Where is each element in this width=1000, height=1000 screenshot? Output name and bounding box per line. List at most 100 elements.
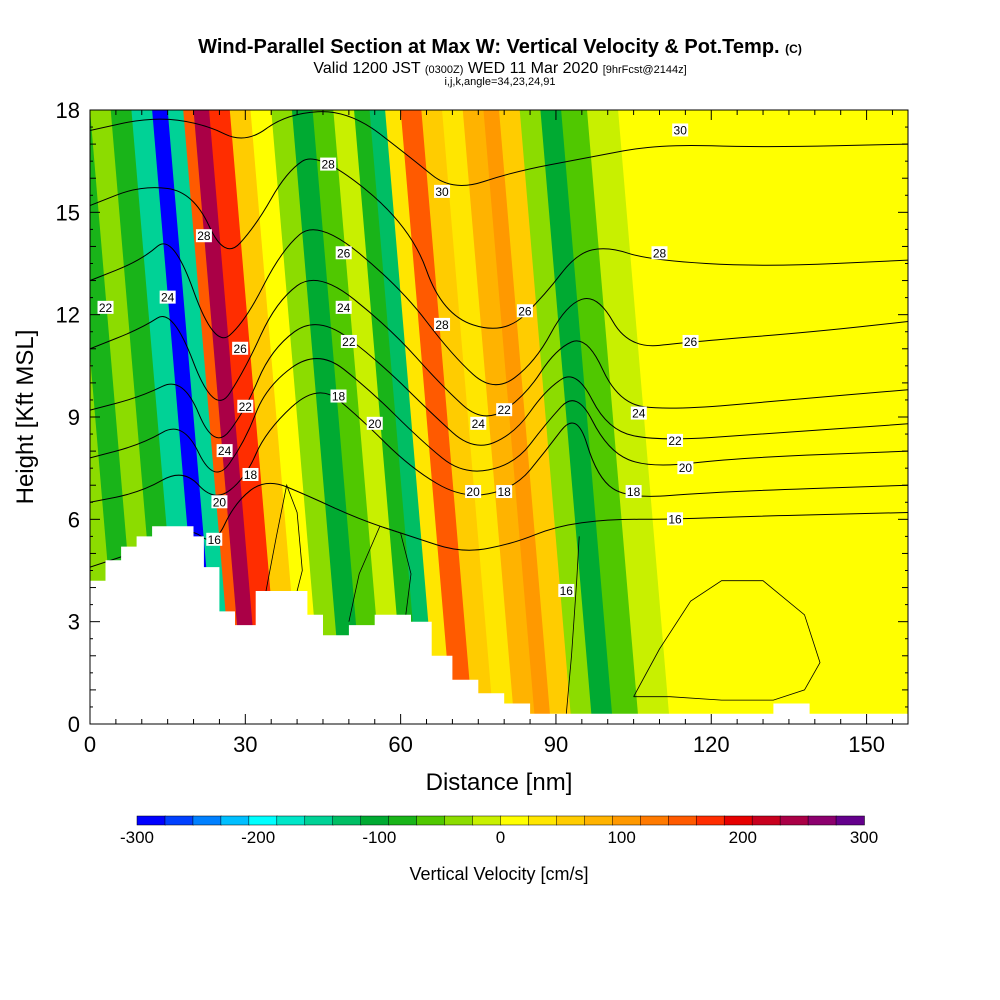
contour-label: 16 <box>560 584 574 598</box>
contour-label-box <box>667 512 684 526</box>
theta-contours <box>90 111 908 714</box>
velocity-band <box>685 110 818 724</box>
axes: 0 30 60 90 120 150 0 3 6 9 12 15 18 <box>56 98 908 757</box>
velocity-band <box>499 110 575 724</box>
title-unit: (C) <box>785 42 802 56</box>
contour-label-box <box>667 433 684 447</box>
velocity-band <box>587 110 673 724</box>
contour-label: 20 <box>368 417 382 431</box>
colorbar-tick-label: -300 <box>120 828 154 847</box>
y-tick-label: 15 <box>56 200 80 225</box>
colorbar-swatch <box>136 815 166 826</box>
contour-labels: 22 24 28 26 22 24 18 20 16 28 26 24 22 18 20 30 28 24 22 26… <box>97 123 699 598</box>
contour-label-box <box>320 157 337 171</box>
velocity-band <box>229 110 306 724</box>
velocity-band <box>250 110 327 724</box>
theta-contour-30 <box>90 111 908 186</box>
w-contour <box>565 536 580 714</box>
velocity-band <box>312 110 389 724</box>
colorbar-swatch <box>388 815 418 826</box>
theta-contour-28 <box>90 158 908 329</box>
x-tick-label: 120 <box>693 732 730 757</box>
terrain-shape <box>90 526 908 724</box>
contour-label: 22 <box>239 400 253 414</box>
y-tick-label: 6 <box>68 507 80 532</box>
w-contour <box>633 580 821 701</box>
x-tick-label: 150 <box>848 732 885 757</box>
contour-label-box <box>206 532 223 546</box>
contour-label: 22 <box>668 434 682 448</box>
colorbar-tick-label: -200 <box>241 828 275 847</box>
colorbar-swatch <box>751 815 781 826</box>
valid-utc: (0300Z) <box>424 64 464 76</box>
contour-label-box <box>242 467 259 481</box>
colorbar-swatch <box>164 815 194 826</box>
chart-title: Wind-Parallel Section at Max W: Vertical… <box>0 36 1000 59</box>
colorbar-swatch <box>779 815 809 826</box>
velocity-band <box>618 110 741 724</box>
contour-label: 16 <box>668 512 682 526</box>
colorbar-swatch <box>360 815 390 826</box>
contour-label: 24 <box>218 444 232 458</box>
contour-label-box <box>496 485 513 499</box>
contour-label-box <box>330 389 347 403</box>
contour-label: 26 <box>337 246 351 260</box>
colorbar-swatch <box>640 815 670 826</box>
contour-label: 26 <box>518 304 532 318</box>
colorbar-swatch <box>695 815 725 826</box>
y-axis-title: Height [Kft MSL] <box>12 330 39 505</box>
velocity-band <box>369 110 440 724</box>
colorbar-swatch <box>500 815 530 826</box>
contour-label: 22 <box>342 335 356 349</box>
theta-contour-24 <box>90 279 908 417</box>
contour-label-box <box>465 485 482 499</box>
chart-subtitle: Valid 1200 JST (0300Z) WED 11 Mar 2020 [… <box>0 60 1000 78</box>
contour-label-box <box>470 416 487 430</box>
forecast-info: [9hrFcst@2144z] <box>602 64 687 76</box>
contour-label: 18 <box>497 485 511 499</box>
contour-label-box <box>340 334 357 348</box>
y-tick-label: 12 <box>56 303 80 328</box>
theta-contour-22 <box>90 324 908 446</box>
contour-label-box <box>434 184 451 198</box>
contour-label: 20 <box>213 495 227 509</box>
y-tick-label: 0 <box>68 712 80 737</box>
colorbar-swatch <box>807 815 837 826</box>
velocity-band <box>519 110 596 724</box>
colorbar-title: Vertical Velocity [cm/s] <box>409 864 588 884</box>
contour-label: 22 <box>99 301 113 315</box>
colorbar-swatch <box>444 815 474 826</box>
velocity-band <box>483 110 554 724</box>
colorbar-tick-label: 0 <box>496 828 505 847</box>
contour-label: 22 <box>497 403 511 417</box>
y-tick-label: 18 <box>56 98 80 123</box>
contour-label: 30 <box>435 185 449 199</box>
contour-label: 28 <box>197 229 211 243</box>
contour-label-box <box>335 300 352 314</box>
contour-label: 24 <box>161 291 175 305</box>
contour-label: 16 <box>208 533 222 547</box>
contour-label: 24 <box>472 417 486 431</box>
contour-label-box <box>558 583 575 597</box>
contour-label-box <box>677 461 694 475</box>
colorbar-swatch <box>723 815 753 826</box>
contour-label-box <box>216 444 233 458</box>
colorbar-swatch <box>416 815 446 826</box>
colorbar-swatch <box>556 815 586 826</box>
colorbar-swatch <box>248 815 278 826</box>
colorbar-swatch <box>332 815 362 826</box>
velocity-band <box>193 110 264 724</box>
velocity-band <box>421 110 497 724</box>
contour-label: 24 <box>337 301 351 315</box>
velocity-band <box>763 110 908 724</box>
velocity-band <box>400 110 477 724</box>
velocity-band <box>462 110 539 724</box>
contour-label-box <box>516 304 533 318</box>
contour-label: 18 <box>332 390 346 404</box>
contour-label-box <box>195 229 212 243</box>
colorbar-swatch <box>276 815 306 826</box>
contour-label-box <box>237 399 254 413</box>
colorbar-swatch <box>304 815 334 826</box>
velocity-band <box>540 110 617 724</box>
